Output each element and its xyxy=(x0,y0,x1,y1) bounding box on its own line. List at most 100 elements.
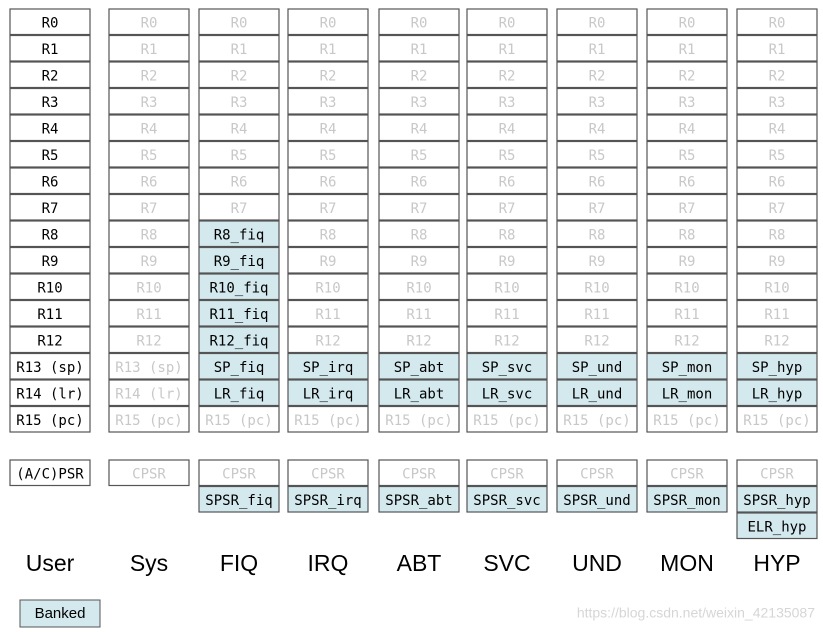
register-label: R0 xyxy=(499,15,516,31)
register xyxy=(378,299,460,327)
register-label: R4 xyxy=(589,121,606,137)
psr xyxy=(9,459,91,487)
register xyxy=(198,246,280,274)
register-label: R0 xyxy=(679,15,696,31)
register xyxy=(466,114,548,142)
psr-label: CPSR xyxy=(311,466,345,482)
register-label: R8 xyxy=(499,227,516,243)
register-label: R8 xyxy=(320,227,337,243)
register xyxy=(556,193,638,221)
register-label: R2 xyxy=(231,68,248,84)
register xyxy=(287,352,369,380)
register xyxy=(108,352,190,380)
register-label: R9 xyxy=(769,254,786,270)
register-label: R8_fiq xyxy=(214,227,265,243)
register xyxy=(9,220,91,248)
register-label: R7 xyxy=(141,201,158,217)
register-label: LR_und xyxy=(572,386,623,402)
register xyxy=(736,405,818,433)
register-label: R1 xyxy=(141,42,158,58)
register-label: LR_abt xyxy=(394,386,445,402)
psr-label: CPSR xyxy=(490,466,524,482)
register-label: R0 xyxy=(141,15,158,31)
register-label: R0 xyxy=(320,15,337,31)
register-label: SP_svc xyxy=(482,360,533,376)
register xyxy=(198,193,280,221)
register xyxy=(108,34,190,62)
register-label: R4 xyxy=(499,121,516,137)
register xyxy=(198,140,280,168)
register-label: R10 xyxy=(315,280,340,296)
register-label: R11 xyxy=(674,307,699,323)
register-label: R6 xyxy=(411,174,428,190)
register xyxy=(108,193,190,221)
register xyxy=(556,167,638,195)
register xyxy=(378,8,460,36)
register-label: R15 (pc) xyxy=(653,413,720,429)
register-label: R3 xyxy=(42,95,59,111)
register-label: R12 xyxy=(37,333,62,349)
psr-label: CPSR xyxy=(670,466,704,482)
register-label: R7 xyxy=(320,201,337,217)
psr-label: CPSR xyxy=(402,466,436,482)
register xyxy=(736,87,818,115)
register xyxy=(108,379,190,407)
register xyxy=(736,246,818,274)
register-label: R4 xyxy=(679,121,696,137)
register xyxy=(736,193,818,221)
psr-label: SPSR_abt xyxy=(385,493,452,509)
register xyxy=(378,87,460,115)
register xyxy=(466,379,548,407)
register xyxy=(646,246,728,274)
psr-label: (A/C)PSR xyxy=(16,466,84,482)
register xyxy=(198,8,280,36)
register xyxy=(466,352,548,380)
register-label: R2 xyxy=(411,68,428,84)
register-label: R10_fiq xyxy=(209,280,268,296)
mode-label: UND xyxy=(572,550,622,576)
register xyxy=(287,167,369,195)
register xyxy=(556,87,638,115)
register xyxy=(287,405,369,433)
psr xyxy=(646,485,728,513)
register xyxy=(9,8,91,36)
register xyxy=(9,299,91,327)
register-label: R5 xyxy=(679,148,696,164)
psr xyxy=(198,485,280,513)
register xyxy=(646,8,728,36)
register xyxy=(9,273,91,301)
register xyxy=(9,34,91,62)
register xyxy=(198,167,280,195)
register-label: R15 (pc) xyxy=(16,413,83,429)
register xyxy=(466,8,548,36)
register-label: R7 xyxy=(42,201,59,217)
register xyxy=(378,273,460,301)
register xyxy=(287,34,369,62)
register xyxy=(378,167,460,195)
register-label: R15 (pc) xyxy=(563,413,630,429)
register-label: R10 xyxy=(764,280,789,296)
register-label: R9 xyxy=(320,254,337,270)
register-label: R3 xyxy=(141,95,158,111)
register xyxy=(556,326,638,354)
register-label: R11 xyxy=(764,307,789,323)
register-label: SP_fiq xyxy=(214,360,265,376)
register xyxy=(466,87,548,115)
psr xyxy=(736,512,818,540)
register-label: R1 xyxy=(769,42,786,58)
register xyxy=(646,299,728,327)
register xyxy=(736,273,818,301)
register-label: R15 (pc) xyxy=(473,413,540,429)
register xyxy=(9,140,91,168)
register xyxy=(736,167,818,195)
register-label: R4 xyxy=(411,121,428,137)
register-label: R3 xyxy=(679,95,696,111)
register xyxy=(198,299,280,327)
psr-label: ELR_hyp xyxy=(747,519,806,535)
register-label: R4 xyxy=(231,121,248,137)
register xyxy=(736,61,818,89)
register xyxy=(556,34,638,62)
register xyxy=(287,273,369,301)
register xyxy=(287,379,369,407)
